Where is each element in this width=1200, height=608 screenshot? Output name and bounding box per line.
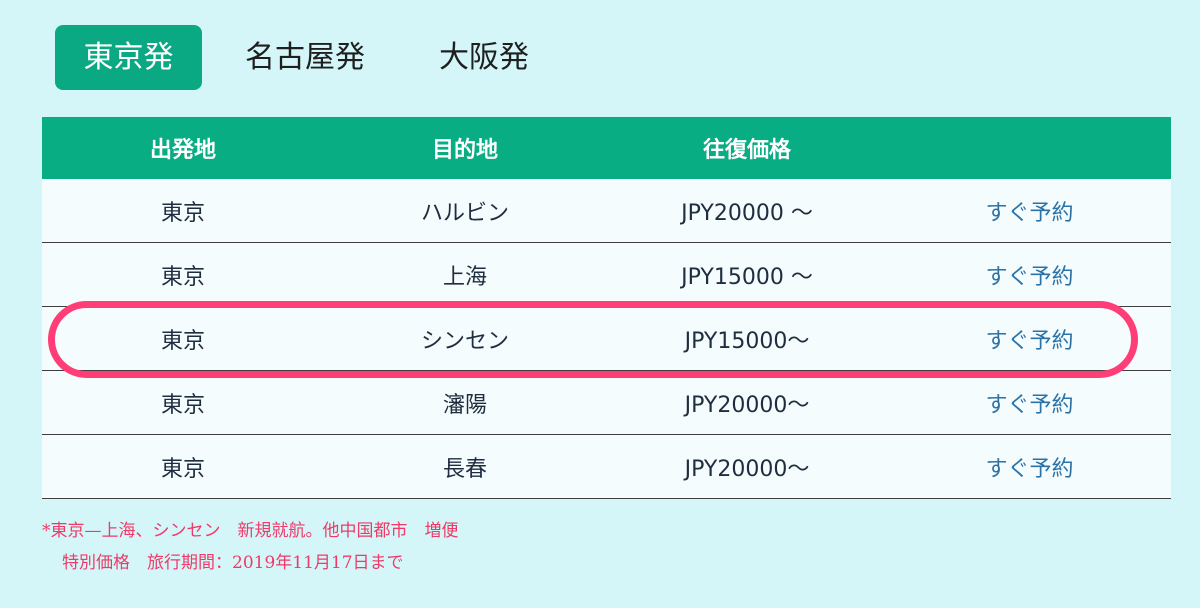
origin-cell: 東京 [42, 434, 324, 499]
footnote-line-1: *東京—上海、シンセン 新規就航。他中国都市 増便 [42, 521, 459, 541]
routes-table: 出発地 目的地 往復価格 東京 ハルビン JPY20000 〜 すぐ予約 東京 … [42, 117, 1171, 499]
price-cell: JPY20000〜 [606, 434, 888, 499]
table-row: 東京 ハルビン JPY20000 〜 すぐ予約 [42, 179, 1171, 243]
origin-cell: 東京 [42, 179, 324, 243]
header-destination: 目的地 [324, 117, 606, 179]
tab-osaka[interactable]: 大阪発 [439, 40, 529, 75]
table-row: 東京 シンセン JPY15000〜 すぐ予約 [42, 306, 1171, 371]
table-header-row: 出発地 目的地 往復価格 [42, 117, 1171, 179]
header-origin: 出発地 [42, 117, 324, 179]
table-row: 東京 瀋陽 JPY20000〜 すぐ予約 [42, 370, 1171, 435]
destination-cell: シンセン [324, 306, 606, 371]
price-cell: JPY20000〜 [606, 370, 888, 435]
book-now-link[interactable]: すぐ予約 [888, 242, 1171, 307]
tab-nagoya[interactable]: 名古屋発 [245, 40, 365, 75]
book-now-link[interactable]: すぐ予約 [888, 370, 1171, 435]
destination-cell: 長春 [324, 434, 606, 499]
price-cell: JPY15000〜 [606, 306, 888, 371]
price-cell: JPY20000 〜 [606, 179, 888, 243]
header-price: 往復価格 [606, 117, 888, 179]
origin-cell: 東京 [42, 370, 324, 435]
price-cell: JPY15000 〜 [606, 242, 888, 307]
tab-tokyo[interactable]: 東京発 [55, 25, 202, 90]
departure-tabs: 東京発 名古屋発 大阪発 [55, 25, 534, 90]
destination-cell: ハルビン [324, 179, 606, 243]
table-row: 東京 上海 JPY15000 〜 すぐ予約 [42, 242, 1171, 307]
origin-cell: 東京 [42, 242, 324, 307]
footnote-line-2: 特別価格 旅行期間：2019年11月17日まで [62, 553, 404, 573]
destination-cell: 瀋陽 [324, 370, 606, 435]
book-now-link[interactable]: すぐ予約 [888, 434, 1171, 499]
origin-cell: 東京 [42, 306, 324, 371]
header-action [888, 117, 1171, 179]
footnote: *東京—上海、シンセン 新規就航。他中国都市 増便 特別価格 旅行期間：2019… [42, 515, 459, 579]
table-row: 東京 長春 JPY20000〜 すぐ予約 [42, 434, 1171, 499]
destination-cell: 上海 [324, 242, 606, 307]
book-now-link[interactable]: すぐ予約 [888, 179, 1171, 243]
book-now-link[interactable]: すぐ予約 [888, 306, 1171, 371]
